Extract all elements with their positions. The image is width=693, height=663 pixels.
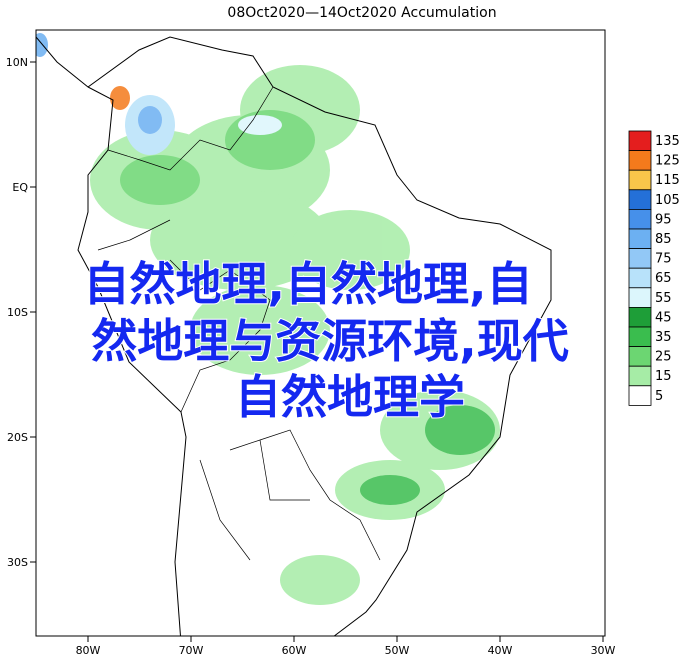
lat-label: EQ [12,181,28,194]
watermark-line: 自然地理,自然地理,自 [84,257,533,311]
legend-label: 15 [655,369,672,384]
map-frame [35,29,606,637]
legend-label: 65 [655,271,672,286]
legend-label: 85 [655,232,672,247]
legend-label: 115 [655,173,680,188]
lon-label: 30W [591,644,616,657]
legend-swatch [628,208,652,230]
legend-swatch [628,228,652,250]
lon-label: 80W [76,644,101,657]
lat-label: 10S [7,306,28,319]
borders [97,86,381,561]
legend-swatch [628,306,652,328]
legend-label: 45 [655,310,672,325]
coastline [36,36,552,636]
map-area [36,33,552,636]
legend-label: 55 [655,291,672,306]
lat-label: 30S [7,556,28,569]
legend-label: 105 [655,193,680,208]
legend-label: 75 [655,252,672,267]
legend-label: 95 [655,212,672,227]
lon-label: 70W [179,644,204,657]
legend-swatch [628,287,652,308]
lon-label: 60W [282,644,307,657]
lon-label: 40W [488,644,513,657]
legend-swatch [628,267,652,289]
legend-swatch [628,248,652,269]
legend-swatch [628,150,652,171]
watermark-line: 然地理与资源环境,现代 [91,314,568,368]
lat-label: 20S [7,431,28,444]
lon-label: 50W [385,644,410,657]
legend-swatch [628,169,652,191]
legend-label: 125 [655,154,680,169]
legend-swatch [628,189,652,210]
legend-swatch [628,385,652,406]
legend-swatch [628,346,652,367]
lat-label: 10N [6,56,28,69]
legend-swatch [628,130,652,152]
legend-label: 135 [655,134,680,149]
legend-swatch [628,326,652,348]
watermark-line: 自然地理学 [235,370,465,424]
legend-label: 35 [655,330,672,345]
legend-label: 25 [655,350,672,365]
legend-label: 5 [655,389,663,404]
legend-swatch [628,365,652,387]
map-title: 08Oct2020—14Oct2020 Accumulation [227,5,496,21]
